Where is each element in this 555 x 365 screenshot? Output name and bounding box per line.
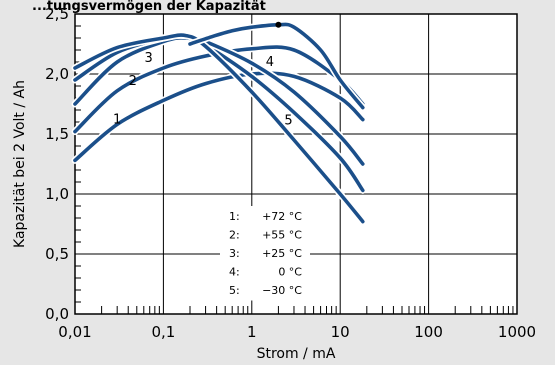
- legend-value: +72 °C: [262, 210, 302, 223]
- x-tick-label: 1000: [498, 323, 536, 341]
- y-tick-label: 1,0: [45, 185, 69, 203]
- x-tick-label: 10: [331, 323, 350, 341]
- series-group: [71, 20, 367, 226]
- x-tick-label: 0,1: [151, 323, 175, 341]
- series-line-5: [73, 33, 365, 224]
- y-tick-label: 0,0: [45, 305, 69, 323]
- curve-label-3: 3: [144, 51, 152, 66]
- series-line-1: [73, 71, 365, 163]
- legend-value: −30 °C: [262, 284, 302, 297]
- curve-label-4: 4: [266, 55, 274, 70]
- legend-value: +25 °C: [262, 247, 302, 260]
- plot-frame: [74, 13, 518, 315]
- curve-labels: 123 45: [113, 51, 293, 128]
- curve-label-1: 1: [113, 112, 121, 127]
- legend-key: 5:: [229, 284, 240, 297]
- legend-value: 0 °C: [278, 266, 302, 279]
- x-axis-title: Strom / mA: [257, 346, 336, 362]
- y-tick-label: 2,5: [45, 5, 69, 23]
- legend-key: 2:: [229, 229, 240, 242]
- y-axis-title: Kapazität bei 2 Volt / Ah: [12, 80, 28, 248]
- curve-label-2: 2: [129, 74, 137, 89]
- legend-key: 3:: [229, 247, 240, 260]
- y-tick-label: 1,5: [45, 125, 69, 143]
- axes: [74, 13, 518, 315]
- legend-background: [220, 206, 310, 301]
- tick-labels: 0,01 0,1 1 10 100 1000 0,0 0,5 1,0 1,5 2,0 2,5: [45, 5, 536, 341]
- legend-key: 1:: [229, 210, 240, 223]
- x-tick-label: 100: [414, 323, 443, 341]
- y-tick-label: 2,0: [45, 65, 69, 83]
- x-tick-label: 1: [247, 323, 257, 341]
- legend-key: 4:: [229, 266, 240, 279]
- series-peak-marker: [275, 21, 282, 28]
- x-tick-label: 0,01: [58, 323, 91, 341]
- chart-title: ...tungsvermögen der Kapazität: [32, 0, 266, 14]
- legend: 1: +72 °C 2: +55 °C 3: +25 °C 4: 0 °C 5: −30 °C: [220, 206, 310, 301]
- curve-label-5: 5: [284, 114, 292, 129]
- legend-value: +55 °C: [262, 229, 302, 242]
- y-tick-label: 0,5: [45, 245, 69, 263]
